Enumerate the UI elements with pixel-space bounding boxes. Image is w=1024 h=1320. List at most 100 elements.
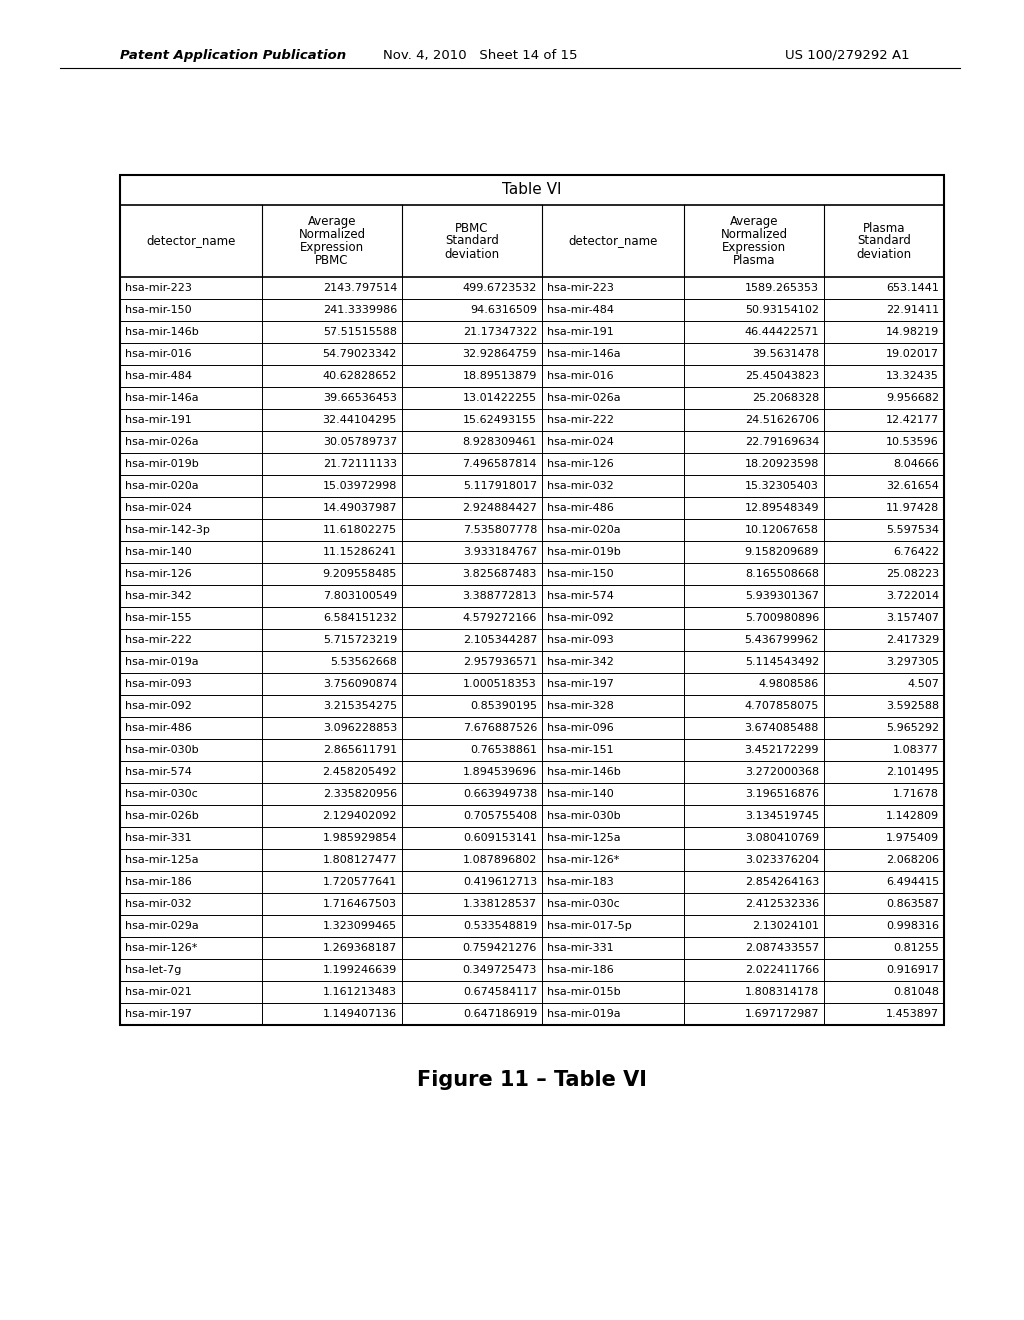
- Text: 1.161213483: 1.161213483: [323, 987, 397, 997]
- Text: hsa-mir-222: hsa-mir-222: [547, 414, 614, 425]
- Text: 4.579272166: 4.579272166: [463, 612, 537, 623]
- Text: hsa-mir-032: hsa-mir-032: [125, 899, 191, 909]
- Text: 0.419612713: 0.419612713: [463, 876, 537, 887]
- Text: 32.61654: 32.61654: [886, 480, 939, 491]
- Text: 4.507: 4.507: [907, 678, 939, 689]
- Text: 2.417329: 2.417329: [886, 635, 939, 645]
- Text: 11.97428: 11.97428: [886, 503, 939, 513]
- Text: 1.338128537: 1.338128537: [463, 899, 537, 909]
- Text: Normalized: Normalized: [298, 228, 366, 242]
- Text: 3.756090874: 3.756090874: [323, 678, 397, 689]
- Text: 3.825687483: 3.825687483: [463, 569, 537, 579]
- Text: 13.32435: 13.32435: [886, 371, 939, 381]
- Text: hsa-mir-125a: hsa-mir-125a: [125, 855, 199, 865]
- Text: hsa-mir-151: hsa-mir-151: [547, 744, 613, 755]
- Text: 2.101495: 2.101495: [886, 767, 939, 777]
- Text: 1.199246639: 1.199246639: [323, 965, 397, 975]
- Text: 24.51626706: 24.51626706: [744, 414, 819, 425]
- Text: hsa-mir-183: hsa-mir-183: [547, 876, 613, 887]
- Text: 2.854264163: 2.854264163: [744, 876, 819, 887]
- Text: deviation: deviation: [856, 248, 911, 260]
- Text: hsa-mir-030b: hsa-mir-030b: [547, 810, 621, 821]
- Text: 3.196516876: 3.196516876: [745, 789, 819, 799]
- Text: Patent Application Publication: Patent Application Publication: [120, 49, 346, 62]
- Text: 3.215354275: 3.215354275: [323, 701, 397, 711]
- Text: hsa-mir-574: hsa-mir-574: [547, 591, 613, 601]
- Text: hsa-mir-092: hsa-mir-092: [125, 701, 191, 711]
- Text: 15.32305403: 15.32305403: [745, 480, 819, 491]
- Text: 5.436799962: 5.436799962: [744, 635, 819, 645]
- Text: hsa-mir-484: hsa-mir-484: [125, 371, 193, 381]
- Text: hsa-mir-030c: hsa-mir-030c: [125, 789, 198, 799]
- Text: hsa-mir-197: hsa-mir-197: [547, 678, 613, 689]
- Text: deviation: deviation: [444, 248, 500, 260]
- Text: 1.269368187: 1.269368187: [323, 942, 397, 953]
- Text: PBMC: PBMC: [315, 253, 349, 267]
- Text: hsa-mir-026b: hsa-mir-026b: [125, 810, 199, 821]
- Text: 3.157407: 3.157407: [886, 612, 939, 623]
- Text: 8.04666: 8.04666: [893, 459, 939, 469]
- Text: hsa-mir-140: hsa-mir-140: [547, 789, 613, 799]
- Text: hsa-mir-092: hsa-mir-092: [547, 612, 613, 623]
- Text: 5.53562668: 5.53562668: [330, 657, 397, 667]
- Text: hsa-mir-486: hsa-mir-486: [125, 723, 191, 733]
- Text: 1.453897: 1.453897: [886, 1008, 939, 1019]
- Text: 39.5631478: 39.5631478: [752, 348, 819, 359]
- Text: 7.676887526: 7.676887526: [463, 723, 537, 733]
- Text: hsa-mir-029a: hsa-mir-029a: [125, 921, 199, 931]
- Text: 3.134519745: 3.134519745: [744, 810, 819, 821]
- Text: 3.297305: 3.297305: [886, 657, 939, 667]
- Text: 1.000518353: 1.000518353: [463, 678, 537, 689]
- Text: 3.080410769: 3.080410769: [744, 833, 819, 843]
- Text: hsa-mir-019a: hsa-mir-019a: [125, 657, 199, 667]
- Text: 0.705755408: 0.705755408: [463, 810, 537, 821]
- Text: 5.965292: 5.965292: [886, 723, 939, 733]
- Text: hsa-mir-096: hsa-mir-096: [547, 723, 613, 733]
- Text: 11.61802275: 11.61802275: [323, 525, 397, 535]
- Text: 0.533548819: 0.533548819: [463, 921, 537, 931]
- Text: 14.49037987: 14.49037987: [323, 503, 397, 513]
- Text: 2.105344287: 2.105344287: [463, 635, 537, 645]
- Text: hsa-mir-142-3p: hsa-mir-142-3p: [125, 525, 210, 535]
- Text: 5.939301367: 5.939301367: [745, 591, 819, 601]
- Text: hsa-mir-026a: hsa-mir-026a: [125, 437, 199, 447]
- Text: hsa-mir-140: hsa-mir-140: [125, 546, 191, 557]
- Text: 2.129402092: 2.129402092: [323, 810, 397, 821]
- Text: 3.096228853: 3.096228853: [323, 723, 397, 733]
- Text: 3.388772813: 3.388772813: [463, 591, 537, 601]
- Text: 5.597534: 5.597534: [886, 525, 939, 535]
- Text: 1.808127477: 1.808127477: [323, 855, 397, 865]
- Text: Figure 11 – Table VI: Figure 11 – Table VI: [417, 1071, 647, 1090]
- Text: hsa-mir-093: hsa-mir-093: [125, 678, 191, 689]
- Text: 4.707858075: 4.707858075: [744, 701, 819, 711]
- Text: 2.087433557: 2.087433557: [744, 942, 819, 953]
- Text: 32.44104295: 32.44104295: [323, 414, 397, 425]
- Text: hsa-mir-222: hsa-mir-222: [125, 635, 193, 645]
- Text: 4.9808586: 4.9808586: [759, 678, 819, 689]
- Text: detector_name: detector_name: [568, 235, 657, 248]
- Text: 0.81048: 0.81048: [893, 987, 939, 997]
- Text: 25.08223: 25.08223: [886, 569, 939, 579]
- Text: 15.03972998: 15.03972998: [323, 480, 397, 491]
- Text: hsa-mir-574: hsa-mir-574: [125, 767, 191, 777]
- Text: hsa-mir-125a: hsa-mir-125a: [547, 833, 621, 843]
- Text: hsa-mir-223: hsa-mir-223: [125, 282, 191, 293]
- Text: 2.458205492: 2.458205492: [323, 767, 397, 777]
- Text: 0.759421276: 0.759421276: [463, 942, 537, 953]
- Text: 25.45043823: 25.45043823: [744, 371, 819, 381]
- Text: 3.023376204: 3.023376204: [744, 855, 819, 865]
- Text: hsa-mir-223: hsa-mir-223: [547, 282, 613, 293]
- Text: hsa-mir-342: hsa-mir-342: [125, 591, 191, 601]
- Text: 10.12067658: 10.12067658: [745, 525, 819, 535]
- Text: 18.89513879: 18.89513879: [463, 371, 537, 381]
- Text: hsa-mir-155: hsa-mir-155: [125, 612, 191, 623]
- Text: 3.592588: 3.592588: [886, 701, 939, 711]
- Text: 0.81255: 0.81255: [893, 942, 939, 953]
- Text: 11.15286241: 11.15286241: [323, 546, 397, 557]
- Text: 6.494415: 6.494415: [886, 876, 939, 887]
- Text: 8.165508668: 8.165508668: [745, 569, 819, 579]
- Text: hsa-mir-021: hsa-mir-021: [125, 987, 191, 997]
- Text: 10.53596: 10.53596: [886, 437, 939, 447]
- Text: hsa-mir-024: hsa-mir-024: [125, 503, 191, 513]
- Text: 2.068206: 2.068206: [886, 855, 939, 865]
